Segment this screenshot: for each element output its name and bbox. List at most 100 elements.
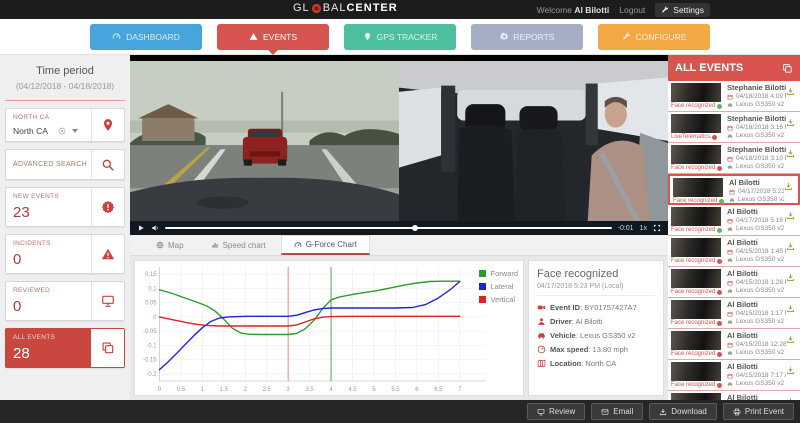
time-period-title: Time period — [36, 65, 94, 77]
event-list-item[interactable]: Al Bilotti — [668, 391, 800, 400]
print-icon — [733, 408, 741, 416]
playback-rate[interactable]: 1x — [639, 224, 647, 232]
event-detail-rows: Event ID: BY01757427A7 Driver: Al Bilotti… — [537, 303, 655, 368]
event-list-item[interactable]: Face recognized Stephanie Bilotti 04/18/20… — [668, 143, 800, 174]
main-nav: DASHBOARD EVENTS GPS TRACKER REPORTS CONFIGU… — [0, 19, 800, 55]
legend-label: Vertical — [490, 295, 516, 304]
detail-value: 13.80 mph — [592, 345, 628, 354]
event-download-button[interactable] — [786, 393, 798, 400]
event-list-item[interactable]: Face recognized Al Bilotti 04/15/2018 1:17… — [668, 298, 800, 329]
event-list-item[interactable]: Face recognized Al Bilotti 04/17/2018 5:16… — [668, 205, 800, 236]
player-controls: -0:01 1x — [130, 221, 668, 235]
chevron-down-icon[interactable] — [71, 129, 78, 133]
event-date-row: 04/15/2018 1:45 PM — [727, 248, 786, 255]
fullscreen-icon[interactable] — [653, 224, 661, 232]
gauge-icon — [294, 241, 302, 249]
event-download-button[interactable] — [786, 269, 798, 296]
event-download-button[interactable] — [786, 114, 798, 141]
volume-icon[interactable] — [151, 224, 159, 232]
location-dropdown[interactable]: North CA — [13, 126, 84, 136]
nav-tab-dashboard[interactable]: DASHBOARD — [90, 23, 202, 50]
event-download-button[interactable] — [784, 178, 796, 204]
detail-row-max-speed: Max speed: 13.80 mph — [537, 345, 655, 354]
email-button[interactable]: Email — [591, 403, 644, 420]
play-icon[interactable] — [137, 224, 145, 232]
event-list-item[interactable]: Face recognized Stephanie Bilotti 04/18/20… — [668, 81, 800, 112]
event-list-item[interactable]: Face recognized Al Bilotti 04/15/2018 7:17… — [668, 360, 800, 391]
event-download-button[interactable] — [786, 207, 798, 234]
nav-tab-reports[interactable]: REPORTS — [471, 23, 583, 50]
logo-text-gl: GL — [293, 2, 310, 14]
detail-text: Driver: Al Bilotti — [550, 317, 603, 326]
video-player[interactable]: -0:01 1x — [130, 55, 668, 235]
advanced-search-card[interactable]: ADVANCED SEARCH — [5, 149, 125, 180]
event-download-button[interactable] — [786, 300, 798, 327]
cabin-camera-view — [399, 61, 668, 221]
svg-text:2: 2 — [244, 387, 247, 393]
event-date-row: 04/15/2018 1:28 PM — [727, 279, 786, 286]
event-list-item[interactable]: Face recognized Al Bilotti 04/15/2018 1:45… — [668, 236, 800, 267]
event-download-button[interactable] — [786, 362, 798, 389]
event-download-button[interactable] — [786, 83, 798, 110]
download-button[interactable]: Download — [649, 403, 717, 420]
event-list-item[interactable]: Face recognized Al Bilotti 04/15/2018 1:28… — [668, 267, 800, 298]
alert-badge-icon — [101, 200, 115, 214]
print-event-button[interactable]: Print Event — [722, 403, 794, 420]
nav-tab-label: REPORTS — [513, 31, 555, 42]
clear-x-circle-icon[interactable] — [58, 127, 66, 135]
stat-card-new-events[interactable]: NEW EVENTS 23 — [5, 187, 125, 227]
event-thumb-col — [671, 393, 723, 400]
detail-value: North CA — [585, 359, 617, 368]
seek-bar[interactable] — [165, 225, 612, 231]
settings-button[interactable]: Settings — [655, 2, 710, 17]
stat-card-all-events[interactable]: ALL EVENTS 28 — [5, 328, 125, 368]
logo-text-bal: BAL — [322, 2, 347, 14]
event-driver-name: Al Bilotti — [729, 178, 760, 187]
welcome-text: Welcome Al Bilotti — [537, 5, 610, 15]
nav-tab-events[interactable]: EVENTS — [217, 23, 329, 55]
nav-tab-gps-tracker[interactable]: GPS TRACKER — [344, 23, 456, 50]
stat-card-incidents[interactable]: INCIDENTS 0 — [5, 234, 125, 274]
detail-label: Driver — [550, 317, 572, 326]
logout-link[interactable]: Logout — [619, 4, 646, 15]
location-value: North CA — [13, 126, 48, 136]
event-vehicle-row: Lexus GS350 v2 — [727, 132, 786, 139]
svg-text:0.05: 0.05 — [145, 301, 157, 307]
svg-text:4: 4 — [329, 387, 333, 393]
event-status-icon — [712, 134, 718, 140]
advanced-search-button[interactable] — [91, 150, 124, 179]
copy-icon[interactable] — [782, 63, 793, 74]
event-detail-timestamp: 04/17/2018 5:23 PM (Local) — [537, 283, 655, 296]
tab-g-force-chart[interactable]: G-Force Chart — [280, 235, 370, 255]
event-download-button[interactable] — [786, 331, 798, 358]
tab-map[interactable]: Map — [144, 235, 196, 255]
event-thumb-col: Face recognized — [671, 83, 723, 110]
location-pin-button[interactable] — [91, 109, 124, 141]
all-events-header: ALL EVENTS — [668, 55, 800, 81]
review-button[interactable]: Review — [527, 403, 586, 420]
map-pin-icon — [363, 32, 372, 41]
seek-handle[interactable] — [412, 225, 419, 231]
event-list-item[interactable]: LiveTelematics Stephanie Bilotti 04/18/201… — [668, 112, 800, 143]
nav-tab-configure[interactable]: CONFIGURE — [598, 23, 710, 50]
event-download-button[interactable] — [786, 238, 798, 265]
event-list-item[interactable]: Face recognized Al Bilotti 04/17/2018 5:23… — [668, 174, 800, 205]
svg-text:0.15: 0.15 — [145, 272, 157, 278]
event-list-item[interactable]: Face recognized Al Bilotti 04/15/2018 12:2… — [668, 329, 800, 360]
map-icon — [537, 359, 546, 368]
view-tabbar: Map Speed chart G-Force Chart — [130, 235, 668, 256]
event-thumb-col: Face recognized — [671, 269, 723, 296]
stat-card-reviewed[interactable]: REVIEWED 0 — [5, 281, 125, 321]
event-driver-name: Al Bilotti — [727, 331, 758, 340]
car-icon — [727, 226, 733, 232]
footer-button-label: Email — [613, 407, 634, 416]
event-download-button[interactable] — [786, 145, 798, 172]
event-date-row: 04/18/2018 4:09 PM — [727, 93, 786, 100]
tab-speed-chart[interactable]: Speed chart — [199, 235, 278, 255]
event-status-icon — [717, 165, 723, 171]
email-icon — [601, 408, 609, 416]
